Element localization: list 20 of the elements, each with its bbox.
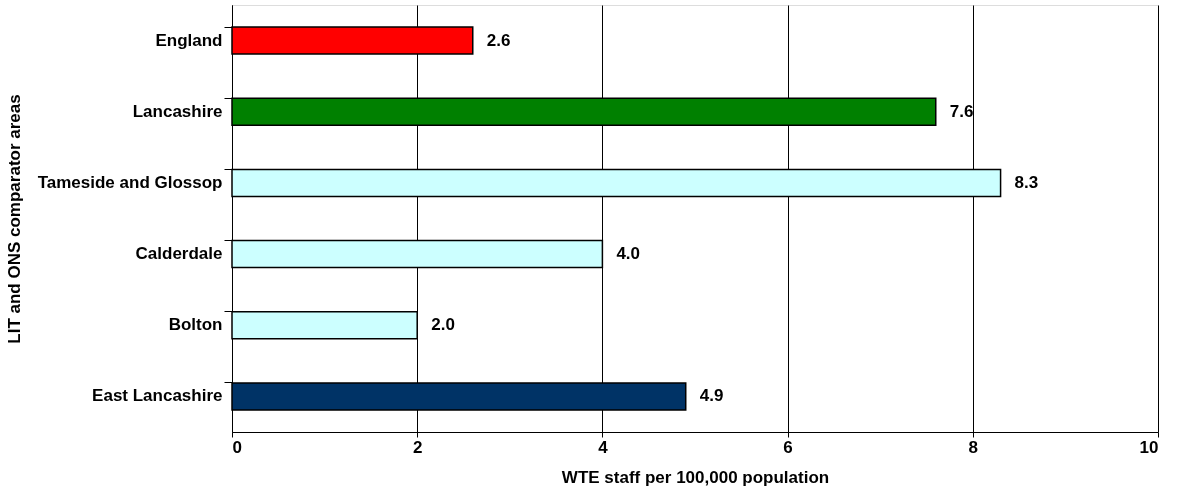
y-tick-label: East Lancashire [92,386,223,406]
x-tick-label: 2 [412,437,423,457]
data-label: 8.3 [1014,172,1039,192]
x-tick-label: 0 [232,437,242,457]
x-tick-label: 4 [598,437,609,457]
data-label: 2.0 [431,315,455,335]
data-label: 2.6 [486,30,511,50]
data-label: 4.9 [699,386,724,406]
x-axis-title: WTE staff per 100,000 population [561,467,830,487]
y-tick-label: England [155,30,223,50]
x-tick-label: 10 [1139,437,1159,457]
x-tick-label: 8 [968,437,979,457]
y-tick-label: Bolton [168,315,223,335]
y-tick-label: Calderdale [135,244,223,264]
x-tick-label: 6 [783,437,793,457]
y-tick-label: Lancashire [132,101,223,121]
data-label: 4.0 [616,244,641,264]
data-label: 7.6 [949,101,974,121]
y-axis-title: LIT and ONS comparator areas [4,94,24,344]
y-tick-label: Tameside and Glossop [37,172,223,192]
